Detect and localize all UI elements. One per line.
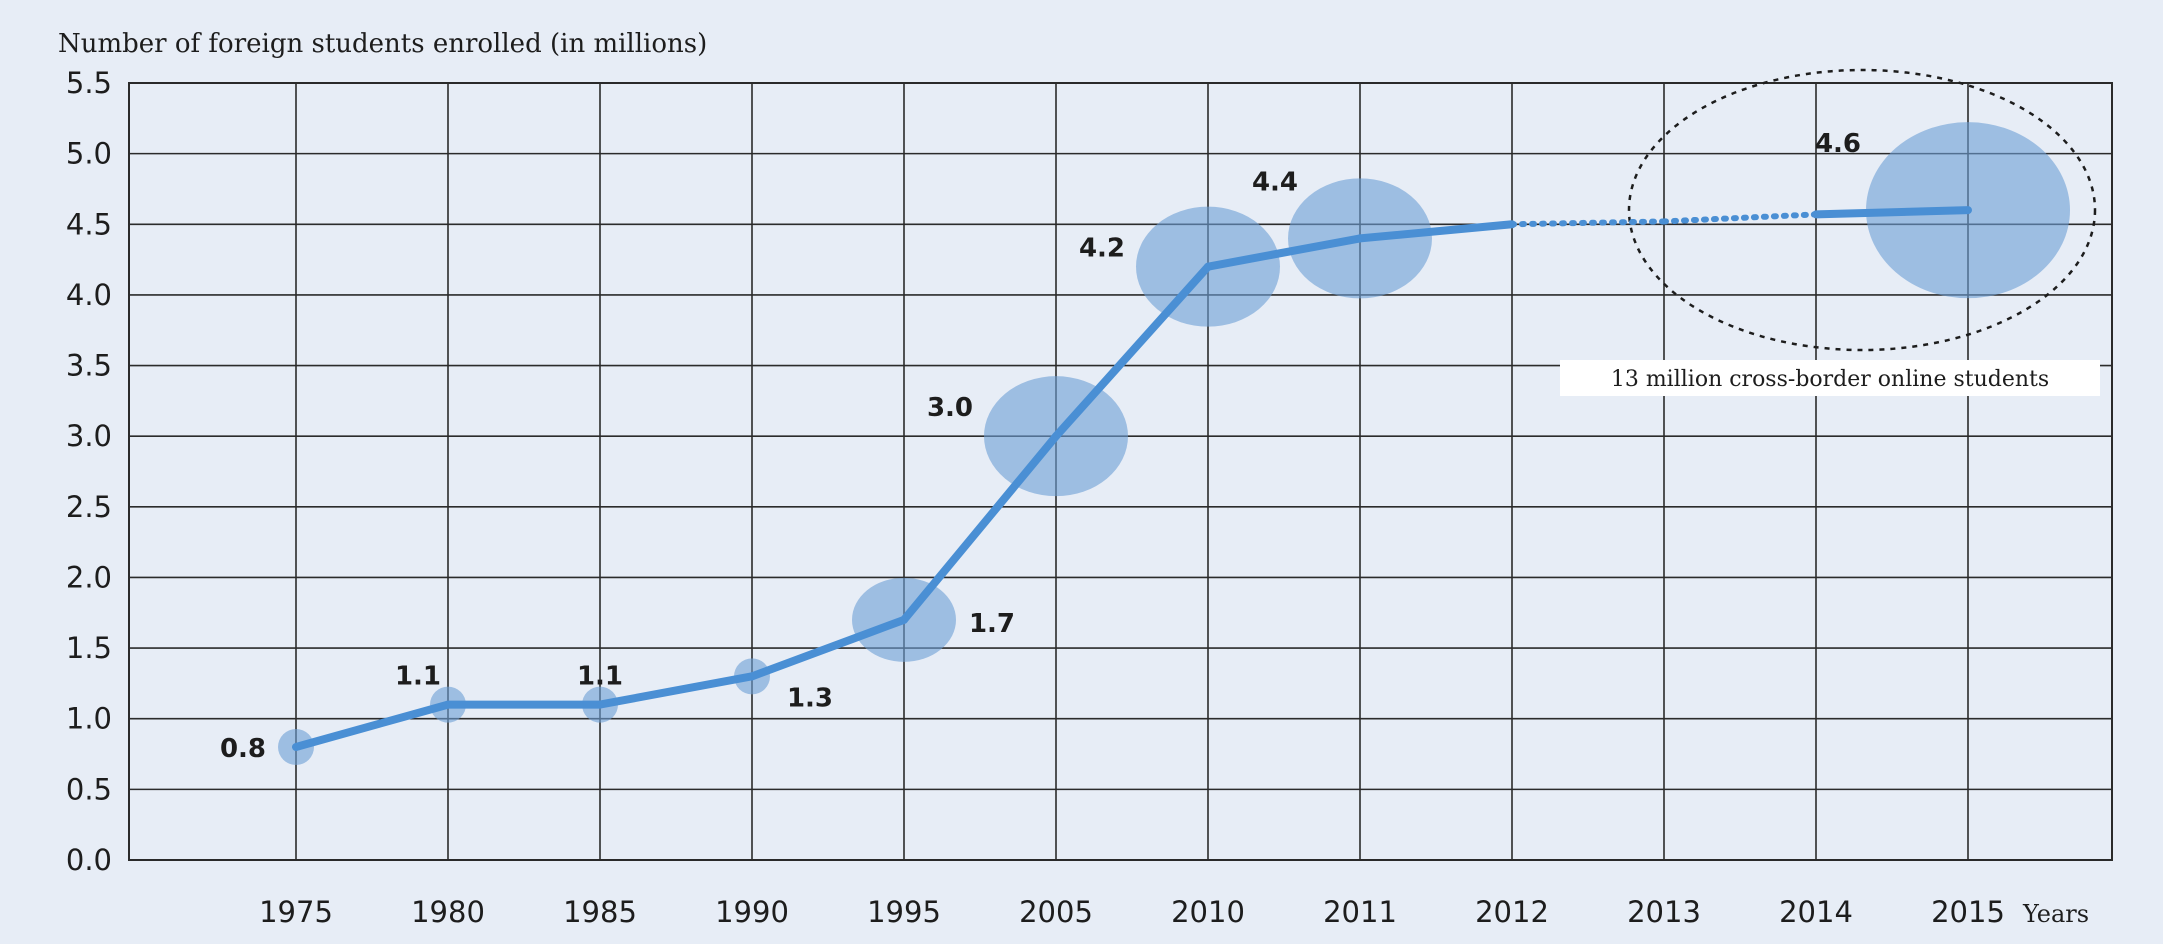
y-tick-label: 0.5 xyxy=(66,772,112,806)
y-tick-label: 1.0 xyxy=(66,702,112,736)
x-tick-label: 1990 xyxy=(715,895,789,929)
data-label: 1.7 xyxy=(969,609,1015,639)
annotation-text: 13 million cross-border online students xyxy=(1611,367,2049,392)
data-label: 4.2 xyxy=(1079,234,1125,264)
x-axis-title: Years xyxy=(2022,900,2089,928)
data-label: 1.1 xyxy=(577,662,623,692)
line-segment xyxy=(1812,206,1972,219)
y-tick-label: 0.0 xyxy=(66,843,112,877)
line-segment xyxy=(1661,211,1819,225)
line-segment xyxy=(596,672,756,709)
x-tick-label: 2005 xyxy=(1019,895,1093,929)
y-tick-label: 3.0 xyxy=(66,419,112,453)
y-tick-label: 2.0 xyxy=(66,560,112,594)
data-label: 1.1 xyxy=(395,662,441,692)
x-tick-label: 2013 xyxy=(1627,895,1701,929)
x-tick-label: 1985 xyxy=(563,895,637,929)
y-tick-label: 2.5 xyxy=(66,490,112,524)
data-label: 3.0 xyxy=(927,393,973,423)
y-tick-label: 5.0 xyxy=(66,137,112,171)
annotation-background xyxy=(1560,360,2100,396)
data-labels: 0.8 1.1 1.1 1.3 1.7 3.0 4.2 4.4 4.6 xyxy=(220,129,1861,764)
line-segment xyxy=(1356,220,1516,243)
x-tick-label: 2012 xyxy=(1475,895,1549,929)
x-tick-label: 1975 xyxy=(259,895,333,929)
tick-labels: 0.0 0.5 1.0 1.5 2.0 2.5 3.0 3.5 4.0 4.5 5.0 5.5 1975… xyxy=(66,66,2005,929)
data-label: 1.3 xyxy=(787,683,833,713)
bubbles xyxy=(278,122,2070,765)
data-label: 4.6 xyxy=(1815,129,1861,159)
data-label: 4.4 xyxy=(1252,167,1298,197)
y-tick-label: 3.5 xyxy=(66,349,112,383)
line-segment xyxy=(292,700,452,751)
y-axis-title: Number of foreign students enrolled (in … xyxy=(58,29,707,59)
y-tick-label: 4.5 xyxy=(66,207,112,241)
y-tick-label: 4.0 xyxy=(66,278,112,312)
y-tick-label: 1.5 xyxy=(66,631,112,665)
plot-frame xyxy=(128,82,2113,861)
x-tick-label: 2011 xyxy=(1323,895,1397,929)
grid xyxy=(128,82,2113,861)
line-segment xyxy=(900,432,1060,624)
projection-ellipse xyxy=(1627,68,2097,352)
x-tick-label: 2015 xyxy=(1931,895,2005,929)
x-tick-label: 2014 xyxy=(1779,895,1853,929)
annotation-group: 13 million cross-border online students xyxy=(1560,68,2100,396)
data-label: 0.8 xyxy=(220,734,266,764)
x-tick-label: 1980 xyxy=(411,895,485,929)
line-segment xyxy=(748,615,908,681)
line-segment xyxy=(1052,262,1212,441)
y-tick-label: 5.5 xyxy=(66,66,112,100)
line-segment xyxy=(1204,234,1364,271)
series-line xyxy=(292,206,1972,751)
x-tick-label: 1995 xyxy=(867,895,941,929)
x-tick-label: 2010 xyxy=(1171,895,1245,929)
